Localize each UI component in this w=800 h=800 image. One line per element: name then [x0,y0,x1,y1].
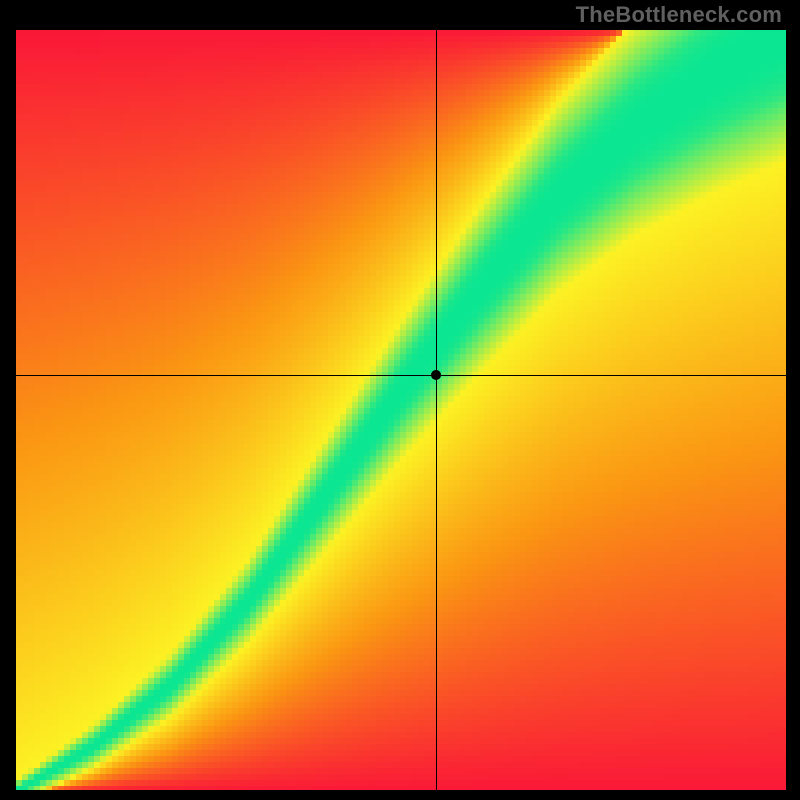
bottleneck-heatmap [0,0,800,800]
watermark-text: TheBottleneck.com [576,2,782,28]
